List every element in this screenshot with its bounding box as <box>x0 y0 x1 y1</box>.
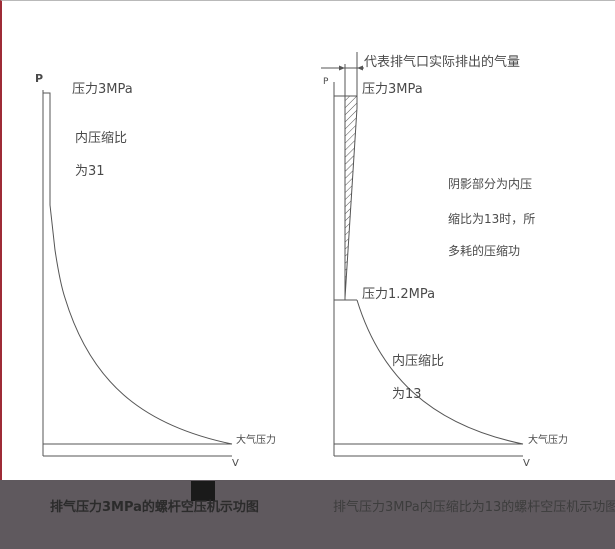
right-axis-p-label: P <box>323 77 329 87</box>
exhaust-arrowhead-right <box>357 65 363 71</box>
left-top-bracket <box>43 92 51 96</box>
left-atm-label: 大气压力 <box>236 433 276 446</box>
caption-band <box>0 480 615 549</box>
left-ratio-line1: 内压缩比 <box>75 130 127 146</box>
right-pressure-mid-label: 压力1.2MPa <box>362 287 435 302</box>
left-axis-p-label: P <box>35 72 43 85</box>
right-ratio-line1: 内压缩比 <box>392 353 444 369</box>
image-artifact <box>191 481 215 501</box>
left-diagram: P 压力3MPa 内压缩比 为31 大气压力 V <box>35 72 276 469</box>
right-pressure-top-label: 压力3MPa <box>362 82 423 97</box>
right-ratio-line2: 为13 <box>392 387 422 402</box>
left-ratio-line2: 为31 <box>75 164 105 179</box>
right-axis-v-label: V <box>523 458 530 469</box>
left-caption: 排气压力3MPa的螺杆空压机示功图 <box>50 500 259 515</box>
exhaust-note-label: 代表排气口实际排出的气量 <box>364 54 520 70</box>
left-pressure-top-label: 压力3MPa <box>72 82 133 97</box>
left-axis-v-label: V <box>232 458 239 469</box>
extra-work-hatched-area <box>344 95 358 299</box>
shade-note-line2: 缩比为13时，所 <box>448 211 535 226</box>
right-compression-curve <box>356 299 524 445</box>
right-caption: 排气压力3MPa内压缩比为13的螺杆空压机示功图 <box>333 500 615 515</box>
left-compression-curve <box>49 93 233 445</box>
shade-note-line1: 阴影部分为内压 <box>448 176 532 191</box>
right-diagram: P 代表排气口实际排出的气量 压力3MPa 阴影部分为内压 缩比为13时，所 多… <box>321 52 568 469</box>
shade-note-line3: 多耗的压缩功 <box>448 243 520 258</box>
right-atm-label: 大气压力 <box>528 433 568 446</box>
exhaust-arrowhead-left <box>339 65 345 71</box>
